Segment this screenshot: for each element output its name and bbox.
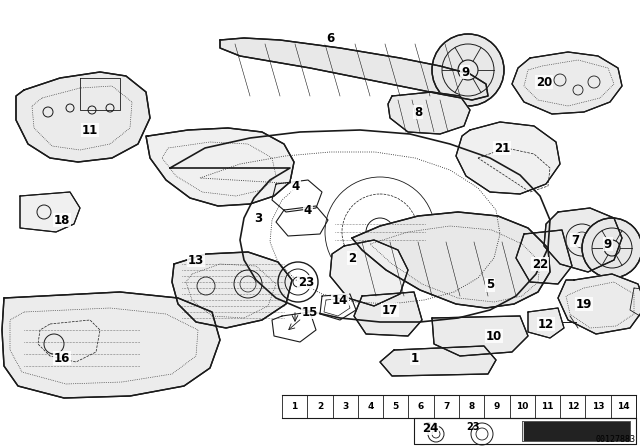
Text: 13: 13: [592, 402, 604, 411]
Polygon shape: [352, 212, 550, 308]
Polygon shape: [330, 240, 408, 306]
Polygon shape: [146, 128, 294, 206]
Polygon shape: [388, 92, 470, 134]
Polygon shape: [512, 52, 622, 114]
Text: 23: 23: [466, 422, 479, 432]
Text: 24: 24: [424, 422, 438, 432]
Polygon shape: [558, 274, 640, 334]
Polygon shape: [544, 208, 622, 272]
Text: 14: 14: [617, 402, 630, 411]
Text: 17: 17: [382, 303, 398, 316]
Text: 1: 1: [411, 352, 419, 365]
Text: 4: 4: [367, 402, 374, 411]
Text: 15: 15: [302, 306, 318, 319]
Polygon shape: [2, 292, 220, 398]
Text: 11: 11: [82, 124, 98, 137]
Polygon shape: [380, 346, 496, 376]
Polygon shape: [16, 72, 150, 162]
Polygon shape: [220, 38, 488, 100]
Text: 13: 13: [188, 254, 204, 267]
Text: 12: 12: [538, 318, 554, 331]
Text: 9: 9: [604, 237, 612, 250]
Text: 10: 10: [516, 402, 529, 411]
Text: 4: 4: [304, 203, 312, 216]
Text: 7: 7: [443, 402, 449, 411]
Circle shape: [432, 34, 504, 106]
Text: 20: 20: [536, 76, 552, 89]
Text: 8: 8: [414, 105, 422, 119]
Polygon shape: [528, 308, 564, 338]
Polygon shape: [354, 292, 422, 336]
Text: 9: 9: [493, 402, 500, 411]
Text: 18: 18: [54, 214, 70, 227]
Text: 5: 5: [393, 402, 399, 411]
Text: 6: 6: [326, 31, 334, 44]
Polygon shape: [456, 122, 560, 194]
Text: 10: 10: [486, 329, 502, 343]
Text: 24: 24: [422, 422, 438, 435]
Text: 11: 11: [541, 402, 554, 411]
Text: 3: 3: [342, 402, 348, 411]
Text: 4: 4: [292, 180, 300, 193]
Text: 16: 16: [54, 352, 70, 365]
Text: 3: 3: [254, 211, 262, 224]
Text: 19: 19: [576, 297, 592, 310]
Circle shape: [582, 218, 640, 278]
Text: 8: 8: [468, 402, 475, 411]
Text: 00127883: 00127883: [596, 435, 636, 444]
Polygon shape: [172, 252, 292, 328]
Text: 6: 6: [418, 402, 424, 411]
Text: 14: 14: [332, 293, 348, 306]
Text: 9: 9: [461, 65, 469, 78]
Text: 2: 2: [348, 251, 356, 264]
Text: 12: 12: [566, 402, 579, 411]
Text: 7: 7: [571, 233, 579, 246]
Text: 21: 21: [494, 142, 510, 155]
Text: 22: 22: [532, 258, 548, 271]
Text: 2: 2: [317, 402, 323, 411]
Polygon shape: [432, 316, 528, 356]
Text: 1: 1: [291, 402, 298, 411]
Polygon shape: [516, 230, 572, 284]
Text: 23: 23: [298, 276, 314, 289]
Polygon shape: [20, 192, 80, 232]
Text: 5: 5: [486, 279, 494, 292]
